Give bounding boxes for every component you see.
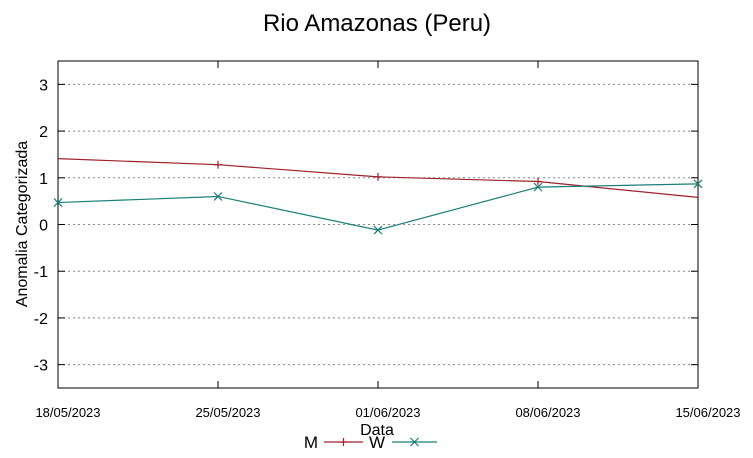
y-axis-label: Anomalia Categorizada [14,141,31,307]
data-point-m [374,172,382,181]
data-point-w [533,182,543,192]
x-tick-label: 18/05/2023 [35,405,100,420]
marker-stroke [693,179,703,189]
grid-lines [58,83,698,366]
legend-marker-m [339,438,348,446]
data-point-m [534,177,542,186]
data-point-m [214,160,222,169]
y-tick-label: 3 [39,77,48,94]
y-tick-label: -3 [34,358,48,375]
x-tick-label: 15/06/2023 [675,405,740,420]
y-tick-label: 1 [39,171,48,188]
x-tick-label: 25/05/2023 [195,405,260,420]
data-point-w [373,225,383,235]
data-point-w [213,192,223,201]
x-axis-label: Data [360,422,394,439]
data-point-w [53,198,63,207]
y-tick-label: 2 [39,124,48,141]
y-tick-label: 0 [39,218,48,235]
x-axis-ticks: 18/05/2023 25/05/2023 01/06/2023 08/06/2023… [35,61,741,420]
y-tick-label: -2 [34,311,48,328]
y-axis-ticks: -3 -2 -1 0 1 2 3 [34,77,698,375]
marker-stroke [373,225,383,235]
series-line-w [57,183,699,231]
y-tick-label: -1 [34,264,48,281]
legend-label-w: W [369,433,385,452]
chart-title: Rio Amazonas (Peru) [263,10,491,37]
marker-stroke [533,182,543,192]
marker-stroke [53,198,63,207]
x-tick-label: 08/06/2023 [515,405,580,420]
series-group [53,158,703,235]
marker-stroke [410,437,419,447]
legend-label-m: M [304,433,318,452]
data-point-w [693,179,703,189]
legend-marker-w [410,437,419,447]
x-tick-label: 01/06/2023 [355,405,420,420]
marker-stroke [213,192,223,201]
